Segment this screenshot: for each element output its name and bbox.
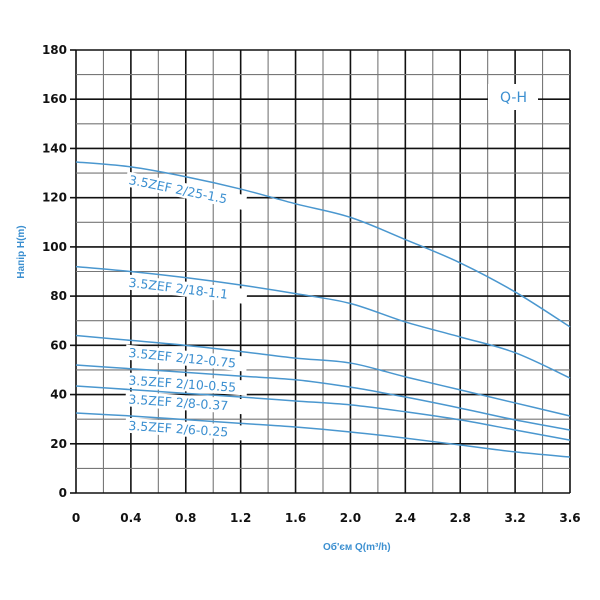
curve-line xyxy=(75,412,571,458)
curve-line xyxy=(75,364,571,431)
x-tick-label: 0 xyxy=(72,511,80,525)
y-tick-label: 160 xyxy=(42,92,67,106)
curve-line xyxy=(75,265,571,379)
y-tick-label: 140 xyxy=(42,141,67,155)
curve-line xyxy=(75,334,571,417)
y-tick-label: 20 xyxy=(50,437,67,451)
curve-label: 3.5ZEF 2/6-0.25 xyxy=(128,418,229,440)
curve-label-background xyxy=(124,171,248,211)
y-tick-label: 0 xyxy=(59,486,67,500)
x-tick-label: 3.2 xyxy=(504,511,525,525)
y-axis-label: Напір H(m) xyxy=(16,225,27,278)
x-tick-label: 2.4 xyxy=(395,511,416,525)
grid xyxy=(70,49,571,494)
x-tick-label: 0.8 xyxy=(175,511,196,525)
y-tick-label: 180 xyxy=(42,43,67,57)
curve-line xyxy=(75,161,571,328)
curves xyxy=(75,161,571,458)
curve-label-background xyxy=(124,391,248,415)
curve-label-group: 3.5ZEF 2/6-0.25 xyxy=(124,417,248,441)
legend-label-background xyxy=(488,84,538,110)
tick-labels: 0 20 40 60 80 100 120 140 160 180 0 0.4 0.8 1.2 1.6 2.0… xyxy=(42,43,581,525)
curve-label-background xyxy=(124,344,248,372)
y-tick-label: 120 xyxy=(42,191,67,205)
curve-label-group: 3.5ZEF 2/10-0.55 xyxy=(124,372,248,396)
x-tick-label: 2.8 xyxy=(450,511,471,525)
y-tick-label: 80 xyxy=(50,289,67,303)
curve-label: 3.5ZEF 2/10-0.55 xyxy=(128,373,237,395)
x-tick-label: 0.4 xyxy=(120,511,141,525)
y-tick-label: 100 xyxy=(42,240,67,254)
y-tick-label: 60 xyxy=(50,338,67,352)
x-tick-label: 1.2 xyxy=(230,511,251,525)
curve-label-background xyxy=(124,372,248,396)
x-axis-label: Об'єм Q(m³/h) xyxy=(323,541,391,553)
curve-label-group: 3.5ZEF 2/8-0.37 xyxy=(124,391,248,415)
x-tick-label: 3.6 xyxy=(559,511,580,525)
x-tick-label: 1.6 xyxy=(285,511,306,525)
legend-label: Q-H xyxy=(500,90,527,106)
curve-label: 3.5ZEF 2/8-0.37 xyxy=(128,392,229,414)
curve-label-background xyxy=(124,417,248,441)
x-tick-label: 2.0 xyxy=(340,511,361,525)
y-tick-label: 40 xyxy=(50,388,67,402)
curve-label-background xyxy=(124,274,248,305)
curve-line xyxy=(75,385,571,441)
